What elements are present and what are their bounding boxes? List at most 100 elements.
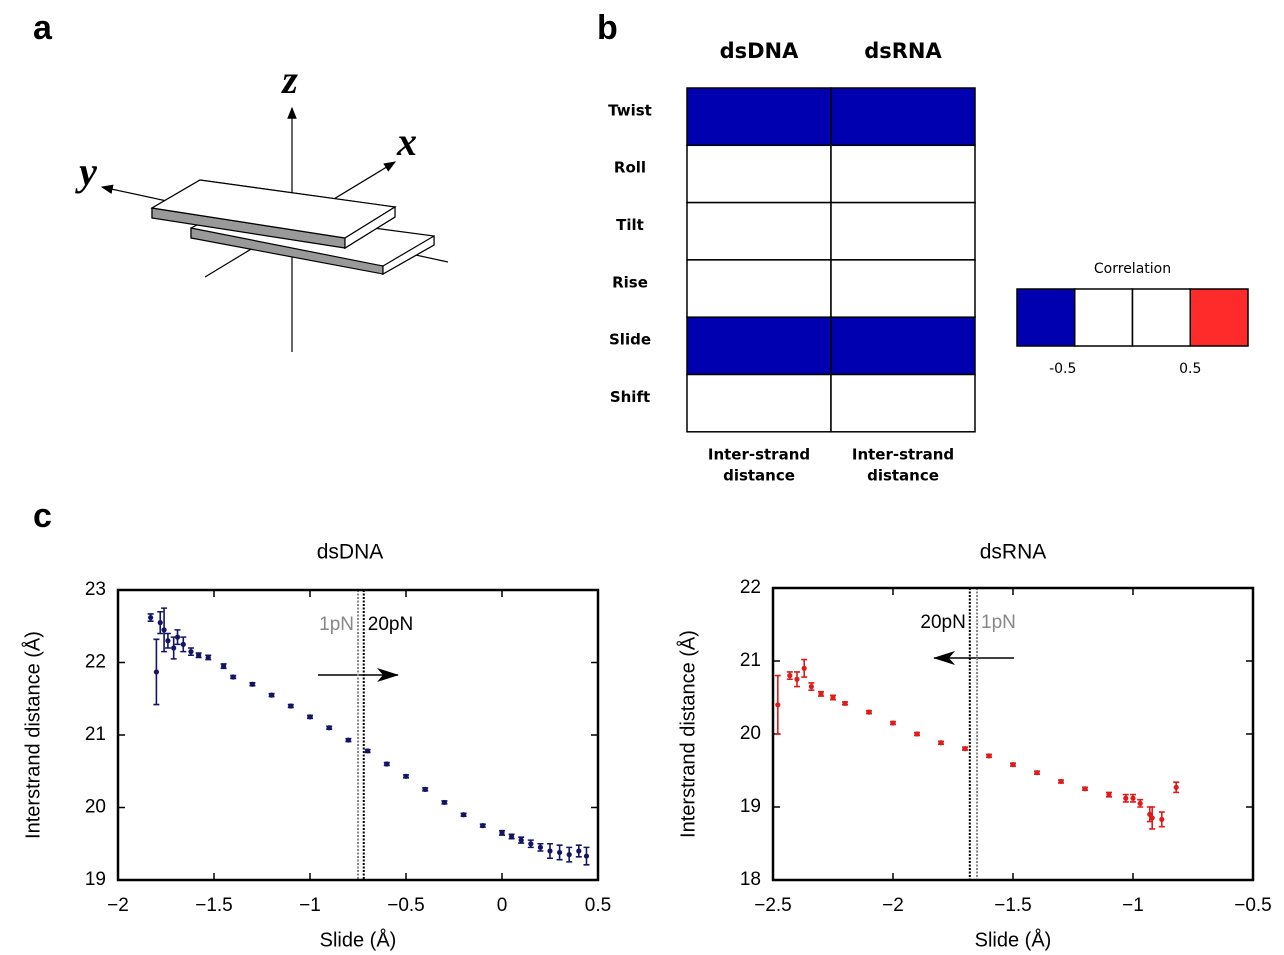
data-point: [818, 691, 824, 697]
data-point: [499, 830, 505, 836]
data-point: [480, 823, 486, 829]
heatmap-cell: [686, 144, 832, 204]
data-point: [509, 833, 515, 840]
x-tick-label: −1.5: [994, 895, 1032, 916]
colorbar-swatch: [1074, 288, 1134, 347]
data-point: [365, 748, 371, 754]
y-tick-label: 20: [740, 723, 761, 744]
panel-label: b: [597, 9, 618, 47]
data-point: [547, 848, 553, 854]
data-point: [801, 665, 807, 671]
data-point: [326, 725, 332, 731]
y-tick-label: 22: [85, 652, 106, 673]
chart-title: dsDNA: [317, 541, 384, 564]
data-point: [914, 731, 920, 737]
data-point: [890, 720, 896, 726]
data-point: [288, 703, 294, 709]
x-tick-label: −2: [107, 895, 129, 916]
data-point: [1130, 795, 1136, 801]
reference-label: 1pN: [981, 612, 1016, 633]
panel-label: c: [33, 497, 52, 535]
data-point: [384, 761, 390, 767]
data-point: [557, 849, 563, 856]
data-point: [403, 773, 409, 779]
x-tick-label: −2.5: [754, 895, 792, 916]
data-point: [1082, 786, 1088, 792]
plot-frame: [116, 588, 600, 882]
heatmap-cell: [830, 373, 976, 433]
x-tick-label: −0.5: [1234, 895, 1272, 916]
data-point: [787, 673, 793, 679]
data-point: [153, 669, 159, 675]
y-tick-label: 18: [740, 869, 761, 890]
reference-label: 20pN: [368, 614, 413, 635]
data-point: [345, 737, 351, 743]
x-axis-label: Slide (Å): [320, 928, 397, 951]
data-point: [986, 753, 992, 759]
data-point: [1137, 800, 1143, 806]
reference-label: 1pN: [319, 614, 354, 635]
data-point: [269, 692, 275, 698]
data-point: [422, 786, 428, 792]
data-point: [180, 641, 186, 647]
data-point: [461, 812, 467, 818]
row-label: Roll: [614, 159, 646, 177]
heatmap-cell: [830, 316, 976, 376]
row-label: Rise: [612, 273, 648, 291]
column-footer: distance: [723, 467, 795, 485]
heatmap-cell: [686, 316, 832, 376]
data-point: [566, 852, 572, 858]
heatmap-cell: [830, 259, 976, 318]
colorbar-swatch: [1131, 288, 1191, 347]
x-tick-label: −1: [1122, 895, 1144, 916]
axis-name: y: [75, 149, 97, 194]
data-point: [1034, 770, 1040, 776]
data-point: [518, 837, 524, 843]
data-point: [1159, 816, 1165, 823]
x-tick-label: 0.5: [585, 895, 611, 916]
data-point: [171, 645, 177, 651]
data-point: [205, 654, 211, 661]
heatmap-cell: [830, 87, 976, 147]
data-point: [196, 652, 202, 658]
heatmap-cell: [686, 87, 832, 147]
row-label: Twist: [608, 101, 652, 119]
axis-name: x: [396, 119, 417, 164]
y-tick-label: 21: [85, 724, 106, 745]
y-tick-label: 20: [85, 797, 106, 818]
heatmap-cell: [686, 373, 832, 433]
x-tick-label: −0.5: [387, 895, 425, 916]
x-tick-label: −1.5: [195, 895, 233, 916]
data-point: [962, 746, 968, 752]
data-point: [1058, 778, 1064, 785]
data-point: [221, 663, 227, 669]
data-point: [794, 676, 800, 682]
panel-label: a: [33, 9, 53, 47]
reference-label: 20pN: [920, 612, 965, 633]
data-point: [830, 694, 836, 701]
y-tick-label: 23: [85, 579, 106, 600]
data-point: [441, 799, 447, 806]
heatmap-cell: [830, 144, 976, 204]
plot-frame: [771, 586, 1255, 882]
chart-title: dsRNA: [980, 541, 1047, 564]
data-point: [583, 853, 590, 859]
column-header: dsDNA: [720, 39, 800, 63]
data-point: [161, 627, 167, 633]
data-point: [1106, 791, 1112, 798]
data-point: [1123, 795, 1129, 801]
data-point: [188, 649, 194, 655]
axis-name: z: [280, 57, 298, 102]
y-tick-label: 19: [740, 796, 761, 817]
data-point: [938, 740, 944, 746]
row-label: Slide: [609, 331, 651, 349]
heatmap-cell: [830, 201, 976, 261]
data-point: [775, 702, 781, 708]
heatmap-cell: [686, 259, 832, 318]
column-header: dsRNA: [864, 39, 942, 63]
data-point: [165, 638, 171, 644]
x-tick-label: −1: [299, 895, 321, 916]
data-point: [249, 681, 255, 687]
data-point: [157, 620, 163, 626]
row-label: Tilt: [616, 216, 644, 234]
